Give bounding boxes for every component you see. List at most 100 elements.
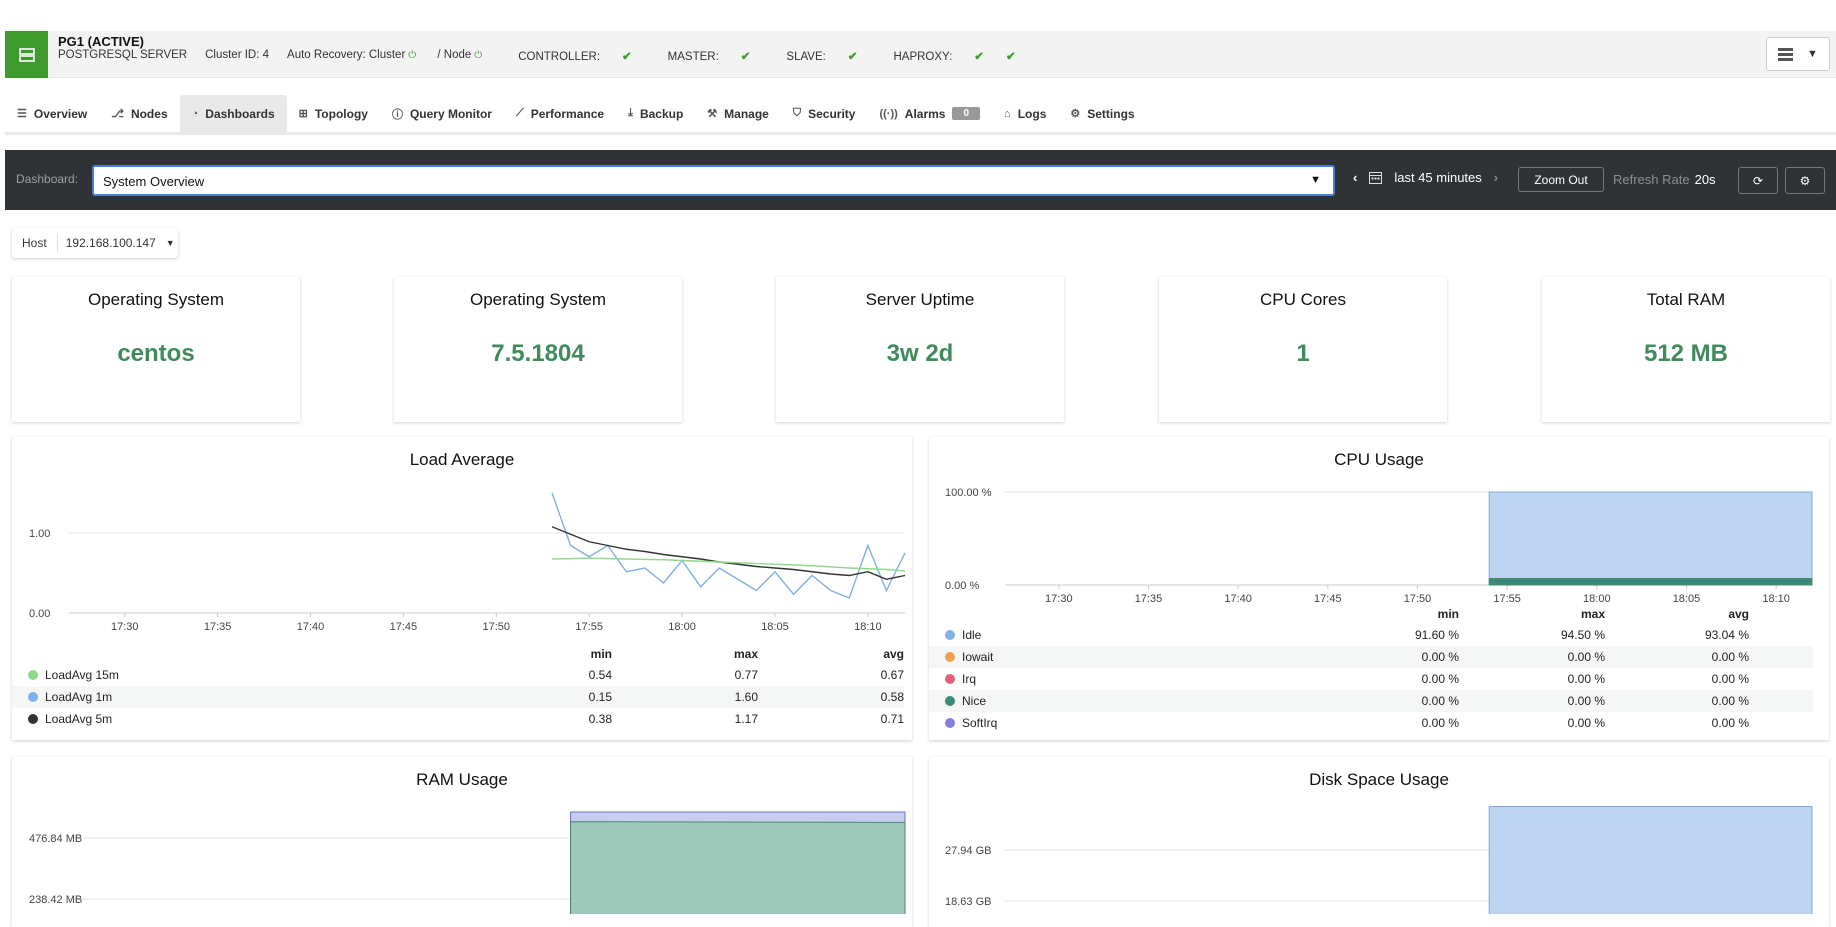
legend-column-header: max [733, 647, 758, 661]
series-line [551, 526, 906, 580]
load-average-panel: Load Average 0.00 1.00 17:30 17:35 17:40 17:4… [12, 437, 912, 740]
y-tick-label: 0.00 % [945, 580, 979, 592]
legend-value-avg: 0.58 [880, 690, 904, 704]
tab-manage[interactable]: ⚒ Manage [707, 106, 769, 121]
dashboard-select[interactable]: System Overview ▼ [92, 165, 1335, 196]
stat-value: 1 [1296, 340, 1310, 367]
chart-title: Disk Space Usage [1309, 770, 1449, 789]
cpu-usage-panel: CPU Usage 0.00 % 100.00 % 17:30 17:35 17:40 1… [929, 437, 1829, 740]
legend-value-max: 0.00 % [1567, 672, 1605, 686]
legend-row[interactable]: Nice 0.00 % 0.00 % 0.00 % [929, 690, 1813, 712]
shield-icon: ⛉ [792, 107, 802, 119]
legend-row[interactable]: Iowait 0.00 % 0.00 % 0.00 % [929, 646, 1813, 668]
query-icon: ⓘ [391, 108, 403, 121]
server-icon[interactable] [5, 31, 48, 78]
disk-space-chart: 18.63 GB 27.94 GB [945, 805, 1813, 914]
haproxy-status: HAPROXY: ✔ ✔ [893, 51, 1016, 63]
legend-header: min max avg [929, 604, 1813, 624]
y-tick-label: 100.00 % [945, 487, 992, 499]
tab-dashboards[interactable]: ◔ Dashboards [179, 95, 287, 132]
server-type: POSTGRESQL SERVER [58, 49, 188, 61]
stat-value: 7.5.1804 [491, 340, 585, 367]
tab-topology[interactable]: ⊞ Topology [298, 106, 368, 121]
legend-row[interactable]: Irq 0.00 % 0.00 % 0.00 % [929, 668, 1813, 690]
slave-status: SLAVE: ✔ [786, 51, 858, 63]
series-name: Nice [962, 694, 987, 708]
refresh-rate[interactable]: Refresh Rate 20s [1613, 172, 1716, 187]
dashboard-toolbar: Dashboard: System Overview ▼ ‹ last 45 m… [5, 150, 1836, 210]
tab-security[interactable]: ⛉ Security [792, 106, 856, 121]
series-color-dot [945, 674, 955, 684]
x-tick-label: 17:40 [1224, 593, 1252, 605]
y-tick-label: 0.00 [29, 608, 50, 620]
stat-title: Total RAM [1646, 290, 1726, 309]
x-tick-label: 17:35 [1135, 593, 1163, 605]
legend-value-max: 1.60 [734, 690, 758, 704]
legend-row[interactable]: Idle 91.60 % 94.50 % 93.04 % [929, 624, 1813, 646]
host-value: 192.168.100.147 [65, 236, 156, 250]
x-tick-label: 18:00 [668, 621, 696, 633]
controller-status: CONTROLLER: ✔ [518, 51, 632, 63]
server-status-row: POSTGRESQL SERVER Cluster ID: 4 Auto Rec… [58, 49, 1052, 63]
refresh-button[interactable]: ⟳ [1738, 167, 1778, 194]
legend-value-min: 0.38 [588, 712, 612, 726]
legend-value-avg: 0.00 % [1711, 694, 1749, 708]
settings-button[interactable]: ⚙ [1785, 167, 1825, 194]
x-tick-label: 17:50 [483, 621, 511, 633]
server-list-icon [1778, 47, 1794, 61]
load-average-legend: min max avg LoadAvg 15m 0.54 0.77 0.67 LoadAvg … [12, 644, 904, 730]
disk-space-panel: Disk Space Usage 18.63 GB 27.94 GB [929, 757, 1829, 927]
series-area [570, 821, 906, 914]
series-name: LoadAvg 5m [45, 712, 113, 726]
host-label: Host [12, 234, 58, 252]
legend-row[interactable]: LoadAvg 5m 0.38 1.17 0.71 [12, 708, 904, 730]
broadcast-icon: ((·)) [879, 107, 898, 120]
chevron-right-icon[interactable]: › [1493, 170, 1499, 185]
series-color-dot [945, 630, 955, 640]
legend-row[interactable]: LoadAvg 15m 0.54 0.77 0.67 [12, 664, 904, 686]
legend-value-max: 0.77 [734, 668, 758, 682]
load-average-chart: 0.00 1.00 17:30 17:35 17:40 17:45 17:50 17:55 18… [29, 492, 906, 633]
download-icon: ⤓ [628, 107, 633, 119]
legend-row[interactable]: SoftIrq 0.00 % 0.00 % 0.00 % [929, 712, 1813, 734]
chart-title: Load Average [409, 450, 515, 469]
x-tick-label: 17:45 [390, 621, 418, 633]
legend-value-min: 0.00 % [1421, 716, 1459, 730]
legend-value-min: 91.60 % [1414, 628, 1459, 642]
server-name: PG1 (ACTIVE) [58, 34, 144, 49]
host-selector[interactable]: Host 192.168.100.147 ▼ [12, 228, 178, 258]
chart-title: RAM Usage [416, 770, 508, 789]
tab-settings[interactable]: ⚙ Settings [1070, 106, 1135, 121]
y-tick-label: 476.84 MB [29, 833, 82, 845]
server-menu-button[interactable]: ▼ [1766, 37, 1830, 71]
tab-overview[interactable]: ☰ Overview [17, 106, 88, 121]
series-color-dot [28, 714, 38, 724]
time-range: ‹ last 45 minutes › [1353, 170, 1498, 185]
zoom-out-button[interactable]: Zoom Out [1518, 167, 1604, 192]
tab-nodes[interactable]: ⎇ Nodes [111, 106, 168, 121]
series-color-dot [945, 718, 955, 728]
cpu-usage-legend: min max avg Idle 91.60 % 94.50 % 93.04 % Iowait… [929, 604, 1813, 734]
legend-value-max: 94.50 % [1560, 628, 1605, 642]
series-name: Irq [962, 672, 977, 686]
dashboard-selected-value: System Overview [103, 174, 205, 189]
x-tick-label: 17:55 [575, 621, 603, 633]
tab-performance[interactable]: ⟋ Performance [515, 106, 605, 121]
legend-value-avg: 0.71 [880, 712, 904, 726]
y-tick-label: 1.00 [29, 528, 50, 540]
legend-value-avg: 0.00 % [1711, 650, 1749, 664]
caret-down-icon: ▼ [1807, 48, 1818, 60]
legend-row[interactable]: LoadAvg 1m 0.15 1.60 0.58 [12, 686, 904, 708]
server-header: PG1 (ACTIVE) POSTGRESQL SERVER Cluster I… [5, 31, 1836, 78]
x-tick-label: 18:05 [761, 621, 789, 633]
chevron-left-icon[interactable]: ‹ [1353, 170, 1358, 185]
sitemap-icon: ⎇ [111, 108, 124, 120]
legend-header: min max avg [12, 644, 904, 664]
legend-value-max: 0.00 % [1567, 650, 1605, 664]
legend-value-max: 1.17 [734, 712, 758, 726]
tab-query-monitor[interactable]: ⓘ Query Monitor [391, 106, 492, 121]
tab-logs[interactable]: ⌂ Logs [1004, 106, 1047, 121]
time-range-value[interactable]: last 45 minutes [1394, 170, 1482, 185]
tab-backup[interactable]: ⤓ Backup [628, 106, 684, 121]
tab-alarms[interactable]: ((·)) Alarms 0 [867, 95, 992, 132]
